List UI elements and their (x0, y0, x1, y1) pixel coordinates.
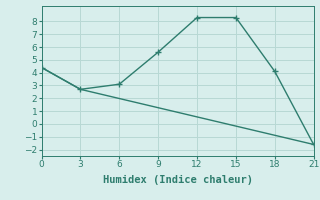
X-axis label: Humidex (Indice chaleur): Humidex (Indice chaleur) (103, 175, 252, 185)
